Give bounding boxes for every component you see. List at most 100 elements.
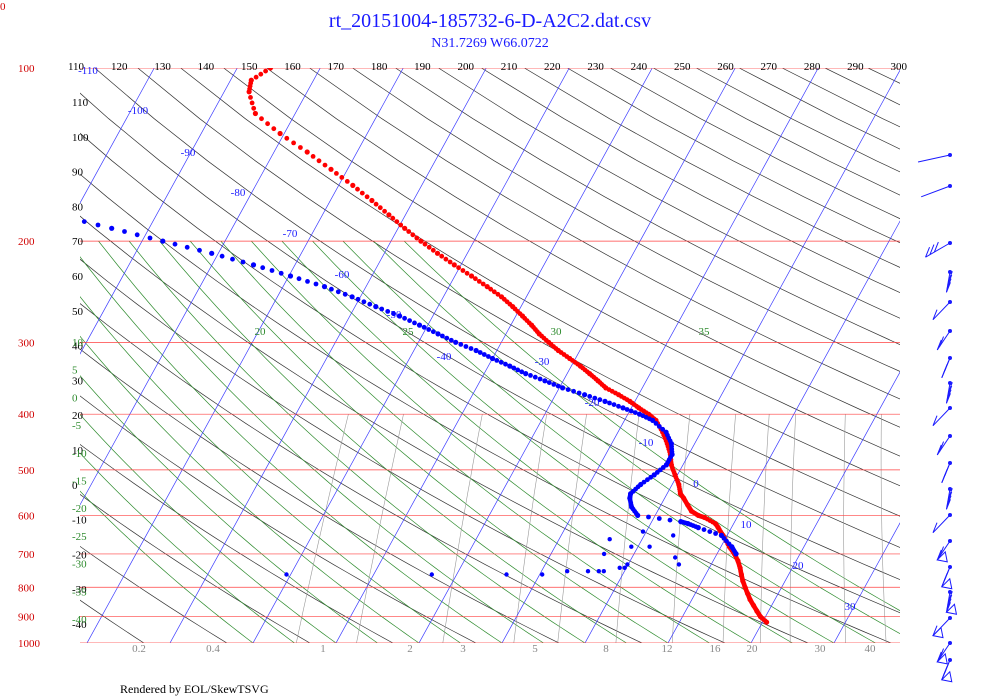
sounding-point bbox=[560, 385, 566, 391]
sounding-point bbox=[422, 241, 428, 247]
dewpoint-scatter-point bbox=[540, 572, 545, 577]
dry-adiabat-label: 100 bbox=[72, 132, 89, 144]
sounding-point bbox=[329, 286, 334, 292]
theta-tick-label: 250 bbox=[674, 61, 691, 73]
sounding-point bbox=[443, 256, 449, 262]
mixing-ratio-label: 12 bbox=[662, 643, 673, 655]
sounding-point bbox=[364, 194, 370, 200]
dry-adiabat-label: 20 bbox=[72, 410, 84, 422]
moist-adiabat-line bbox=[80, 490, 254, 643]
sounding-point bbox=[537, 376, 543, 382]
sounding-point bbox=[122, 229, 127, 234]
moist-adiabat-label: -30 bbox=[72, 559, 87, 571]
dry-adiabat-label: 40 bbox=[72, 341, 84, 353]
sounding-point bbox=[616, 403, 621, 409]
sounding-point bbox=[305, 279, 310, 284]
pressure-tick-label: 100 bbox=[18, 63, 35, 75]
sounding-point bbox=[645, 477, 650, 483]
moist-adiabat-line bbox=[220, 240, 710, 643]
sounding-point bbox=[414, 235, 420, 241]
sounding-point bbox=[495, 291, 501, 297]
sounding-point bbox=[434, 250, 441, 256]
isotherm-line bbox=[667, 220, 900, 643]
dry-adiabat-line bbox=[80, 545, 228, 643]
wind-barb bbox=[925, 241, 952, 258]
sounding-point bbox=[718, 532, 725, 539]
dry-adiabat-line bbox=[696, 68, 900, 173]
theta-tick-label: 160 bbox=[284, 61, 301, 73]
dewpoint-scatter-point bbox=[601, 551, 607, 557]
theta-tick-label: 120 bbox=[111, 61, 128, 73]
mixing-ratio-label: 0.2 bbox=[132, 643, 146, 655]
dry-adiabat-line bbox=[911, 68, 1000, 643]
sounding-point bbox=[184, 244, 190, 250]
theta-tick-label: 230 bbox=[587, 61, 604, 73]
dry-adiabat-line bbox=[481, 68, 900, 293]
dewpoint-scatter-point bbox=[607, 537, 612, 542]
sounding-point bbox=[379, 306, 385, 312]
wind-barb bbox=[936, 641, 952, 665]
sounding-point bbox=[426, 327, 432, 332]
isotherm-label: -60 bbox=[335, 269, 350, 281]
theta-tick-label: 300 bbox=[890, 61, 907, 73]
sounding-point bbox=[359, 190, 365, 196]
sounding-point bbox=[439, 253, 445, 259]
dry-adiabat-line bbox=[954, 68, 1000, 643]
dry-adiabat-line bbox=[739, 68, 900, 150]
theta-tick-label: 220 bbox=[544, 61, 561, 73]
dry-adiabat-line bbox=[824, 68, 900, 106]
sounding-point bbox=[620, 405, 626, 411]
mixing-ratio-label: 20 bbox=[747, 643, 759, 655]
mixing-ratio-line bbox=[513, 414, 547, 643]
sounding-point bbox=[546, 380, 552, 385]
moist-adiabat-line bbox=[80, 375, 378, 643]
dewpoint-scatter-point bbox=[565, 569, 570, 574]
wind-barb bbox=[941, 356, 952, 378]
sounding-point bbox=[430, 247, 436, 253]
mixing-ratio-label: 1 bbox=[320, 643, 326, 655]
isotherm-line bbox=[917, 68, 1000, 643]
sounding-point bbox=[321, 284, 328, 290]
dry-adiabat-line bbox=[782, 68, 900, 128]
isotherm-line bbox=[80, 68, 238, 355]
dewpoint-scatter-point bbox=[676, 562, 682, 567]
sounding-point bbox=[476, 279, 482, 284]
mixing-ratio-line bbox=[296, 414, 349, 643]
sounding-point bbox=[486, 354, 491, 359]
moist-adiabat-label: -20 bbox=[72, 503, 87, 515]
dry-adiabat-label: 90 bbox=[72, 167, 84, 179]
sounding-point bbox=[342, 291, 348, 297]
theta-tick-label: 170 bbox=[328, 61, 345, 73]
dewpoint-scatter-point bbox=[585, 569, 591, 574]
isotherm-label: 20 bbox=[793, 560, 805, 572]
chart-subtitle: N31.7269 W66.0722 bbox=[431, 36, 549, 51]
sounding-point bbox=[313, 281, 319, 287]
sounding-point bbox=[636, 411, 643, 417]
dry-adiabat-line bbox=[867, 68, 900, 84]
chart-title: rt_20151004-185732-6-D-A2C2.dat.csv bbox=[329, 10, 651, 32]
pressure-tick-label: 600 bbox=[18, 510, 35, 522]
dewpoint-scatter-point bbox=[673, 555, 678, 560]
wind-barb bbox=[936, 434, 952, 456]
isotherm-line bbox=[252, 68, 570, 643]
sounding-point bbox=[322, 162, 328, 168]
sounding-point bbox=[278, 270, 284, 276]
dewpoint-scatter-point bbox=[617, 565, 622, 570]
sounding-point bbox=[349, 294, 355, 300]
pressure-tick-label: 800 bbox=[18, 582, 35, 594]
isotherm-label: -90 bbox=[181, 147, 196, 159]
dry-adiabat-label: 50 bbox=[72, 306, 84, 318]
sounding-point bbox=[489, 355, 496, 362]
mixing-ratio-line bbox=[789, 414, 796, 643]
dry-adiabat-label: 110 bbox=[72, 97, 89, 109]
pressure-tick-label: 500 bbox=[18, 465, 35, 477]
sounding-point bbox=[298, 145, 303, 150]
sounding-point bbox=[361, 299, 367, 305]
sounding-point bbox=[287, 273, 294, 279]
sounding-point bbox=[416, 322, 423, 328]
theta-tick-label: 140 bbox=[198, 61, 215, 73]
sounding-point bbox=[172, 241, 178, 247]
isotherm-label: 0 bbox=[693, 478, 699, 490]
dewpoint-scatter-point bbox=[622, 565, 627, 570]
sounding-point bbox=[251, 105, 257, 111]
